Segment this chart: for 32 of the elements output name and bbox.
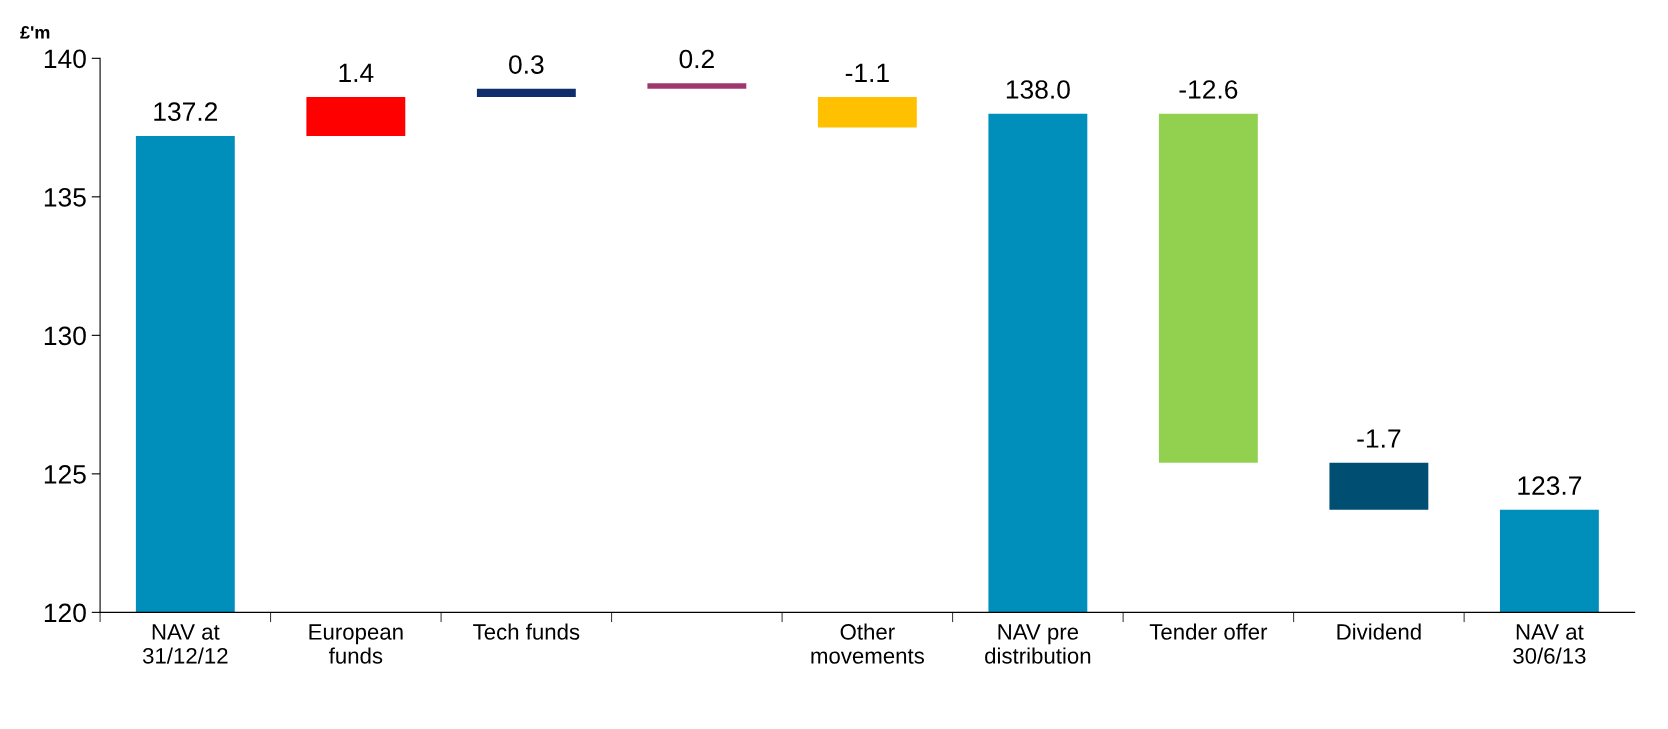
data-label: 138.0 — [1006, 80, 1070, 99]
data-label: 123.7 — [1518, 476, 1582, 495]
x-tick-label: Dividend — [1337, 623, 1421, 640]
x-tick-label: Tender offer — [1149, 623, 1268, 640]
data-label: -1.1 — [845, 63, 889, 82]
bar — [476, 88, 576, 98]
y-tick-label: 130 — [44, 326, 86, 346]
data-label: -12.6 — [1179, 80, 1238, 99]
bar — [1329, 462, 1429, 510]
x-tick-label: European funds — [309, 624, 403, 664]
y-tick-label: 125 — [44, 464, 86, 484]
bar — [135, 135, 235, 613]
bar — [1158, 113, 1258, 463]
data-label: 137.2 — [154, 102, 218, 121]
x-tick-label: Tech funds — [473, 623, 580, 640]
y-tick-label: 140 — [44, 49, 86, 69]
bar — [1499, 509, 1599, 613]
data-label: 0.2 — [679, 49, 714, 69]
x-tick-label: NAV at 31/12/12 — [142, 624, 228, 664]
data-label: 0.3 — [509, 55, 544, 74]
x-tick-label: NAV pre distribution — [985, 624, 1091, 664]
bar — [988, 113, 1088, 613]
x-tick-label: NAV at 30/6/13 — [1513, 624, 1586, 664]
y-tick-label: 120 — [44, 603, 86, 623]
bar — [306, 97, 406, 136]
data-label: -1.7 — [1357, 429, 1401, 448]
x-tick-label: Other movements — [811, 623, 924, 664]
bar — [647, 83, 747, 89]
y-tick-label: 135 — [44, 187, 86, 207]
bar — [817, 97, 917, 128]
data-label: 1.4 — [339, 63, 374, 82]
y-axis-title: £'m — [20, 25, 50, 39]
